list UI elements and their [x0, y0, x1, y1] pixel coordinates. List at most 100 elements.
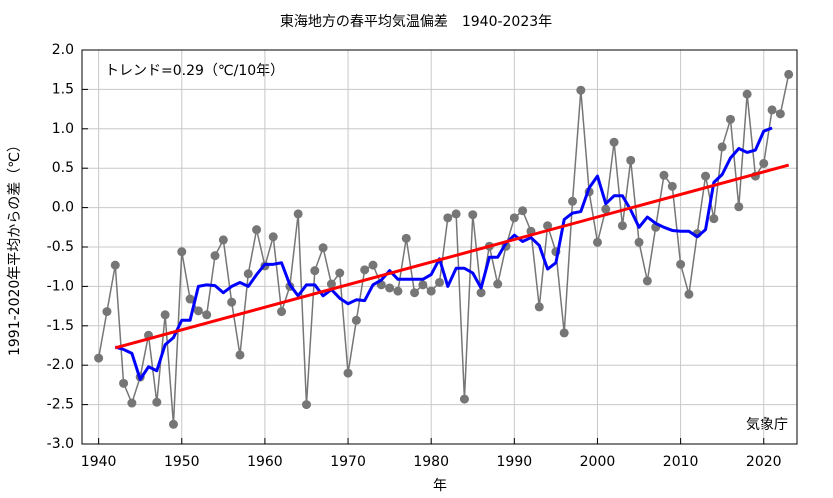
data-point — [368, 260, 378, 270]
source: 気象庁 — [746, 417, 788, 433]
data-point — [676, 259, 686, 269]
data-point — [426, 286, 436, 296]
data-point — [659, 170, 669, 180]
x-tick-label: 1990 — [497, 454, 533, 470]
data-point — [160, 310, 170, 320]
data-point — [559, 328, 569, 338]
data-point — [193, 306, 203, 316]
data-point — [451, 209, 461, 219]
data-point — [351, 315, 361, 325]
data-point — [152, 397, 162, 407]
data-point — [410, 288, 420, 298]
data-point — [592, 237, 602, 247]
data-point — [784, 69, 794, 79]
data-point — [601, 204, 611, 214]
plot-frame — [81, 49, 798, 445]
data-point — [243, 269, 253, 279]
data-point — [734, 202, 744, 212]
data-point — [185, 294, 195, 304]
data-point — [742, 89, 752, 99]
data-point — [210, 251, 220, 261]
data-point — [401, 233, 411, 243]
data-point — [468, 210, 478, 220]
data-point — [759, 158, 769, 168]
data-point — [235, 350, 245, 360]
data-point — [301, 400, 311, 410]
x-tick-label: 1940 — [81, 454, 117, 470]
data-point — [277, 307, 287, 317]
data-point — [94, 353, 104, 363]
series-line — [114, 126, 773, 381]
series-line — [97, 74, 790, 426]
data-point — [701, 171, 711, 181]
data-point — [102, 307, 112, 317]
data-point — [360, 265, 370, 275]
y-tick-label: -0.5 — [47, 239, 74, 255]
data-point — [310, 266, 320, 276]
x-tick-label: 1980 — [413, 454, 449, 470]
x-tick-label: 2000 — [580, 454, 616, 470]
data-point — [543, 221, 553, 231]
data-point — [717, 142, 727, 152]
data-point — [617, 221, 627, 231]
y-axis-label: 1991-2020年平均からの差（℃） — [7, 138, 23, 356]
x-tick-label: 1950 — [164, 454, 200, 470]
data-point — [725, 114, 735, 124]
y-tick-label: 1.5 — [52, 81, 74, 97]
series-line — [114, 163, 790, 350]
data-point — [202, 310, 212, 320]
y-tick-label: -1.5 — [47, 318, 74, 334]
x-tick-label: 1960 — [247, 454, 283, 470]
annotation: トレンド=0.29（℃/10年） — [105, 63, 284, 79]
data-point — [110, 260, 120, 270]
data-point — [459, 394, 469, 404]
data-point — [576, 85, 586, 95]
data-point — [343, 368, 353, 378]
y-tick-label: 0.0 — [52, 200, 74, 216]
data-point — [568, 196, 578, 206]
y-tick-label: -1.0 — [47, 278, 74, 294]
data-point — [767, 105, 777, 115]
data-point — [626, 155, 636, 165]
data-point — [684, 289, 694, 299]
data-point — [534, 302, 544, 312]
data-point — [335, 268, 345, 278]
y-tick-label: 1.0 — [52, 121, 74, 137]
x-tick-label: 2010 — [663, 454, 699, 470]
data-point — [476, 288, 486, 298]
chart-title: 東海地方の春平均気温偏差 1940-2023年 — [280, 14, 552, 30]
y-tick-label: -2.0 — [47, 357, 74, 373]
data-point — [227, 297, 237, 307]
data-point — [318, 243, 328, 253]
y-tick-label: -2.5 — [47, 397, 74, 413]
data-point — [385, 283, 395, 293]
data-point — [509, 213, 519, 223]
data-point — [493, 279, 503, 289]
data-point — [119, 378, 129, 388]
data-point — [443, 213, 453, 223]
y-tick-label: 2.0 — [52, 42, 74, 58]
data-point — [268, 232, 278, 242]
data-point — [393, 286, 403, 296]
data-point — [642, 276, 652, 286]
data-point — [293, 209, 303, 219]
data-point — [127, 398, 137, 408]
x-tick-label: 2020 — [746, 454, 782, 470]
y-tick-label: 0.5 — [52, 160, 74, 176]
data-point — [435, 277, 444, 287]
data-point — [326, 279, 336, 289]
data-point — [667, 181, 677, 191]
y-tick-label: -3.0 — [47, 436, 74, 452]
data-point — [218, 235, 228, 245]
data-point — [168, 419, 178, 429]
data-point — [609, 137, 619, 147]
data-point — [518, 206, 528, 216]
x-axis-label: 年 — [433, 478, 447, 494]
data-point — [634, 237, 644, 247]
data-point — [775, 109, 785, 119]
data-point — [418, 280, 428, 290]
data-point — [709, 214, 719, 224]
data-point — [177, 247, 187, 257]
x-tick-label: 1970 — [330, 454, 366, 470]
